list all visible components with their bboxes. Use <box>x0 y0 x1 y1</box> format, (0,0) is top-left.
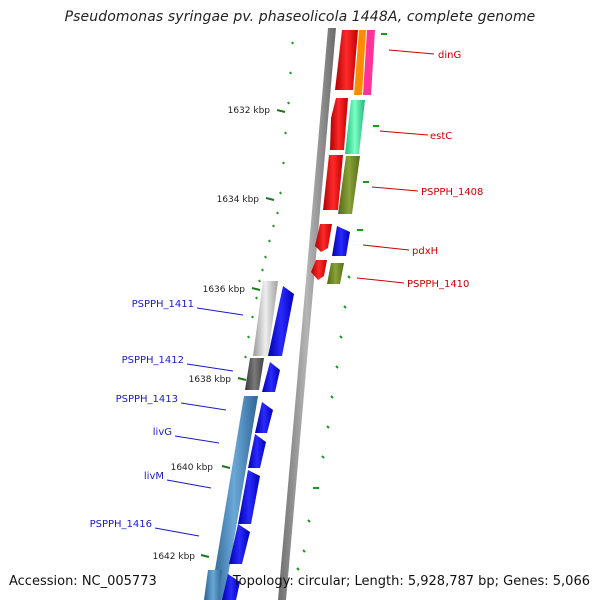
gene-PSPPH_1412 <box>262 362 280 392</box>
gene-dinG-band2 <box>363 30 375 95</box>
gene-PSPPH_1412-dark <box>245 358 264 390</box>
accession-text: Accession: NC_005773 <box>9 574 157 589</box>
gene-PSPPH_1413 <box>255 402 273 433</box>
tick-label-1642: 1642 kbp <box>153 552 196 562</box>
forward-strand-genes <box>311 30 375 284</box>
label-livG: livG <box>153 427 172 438</box>
tick-mark-1636 <box>251 287 261 291</box>
label-PSPPH_1410: PSPPH_1410 <box>407 279 469 290</box>
gene-PSPPH_1413-steel <box>210 396 258 600</box>
gene-pdxH <box>332 226 350 256</box>
gene-PSPPH_1408-red <box>323 155 343 210</box>
gene-dinG <box>335 30 358 90</box>
tick-label-1632: 1632 kbp <box>228 106 271 116</box>
gene-PSPPH_1410-red <box>311 260 327 280</box>
gene-next-blue <box>222 574 240 600</box>
reverse-gene-labels: PSPPH_1411 PSPPH_1412 PSPPH_1413 livG li… <box>90 299 244 537</box>
gene-PSPPH_1416 <box>229 524 250 564</box>
gene-next-steel <box>204 570 222 600</box>
gene-estC-red <box>330 98 348 150</box>
gene-livM <box>238 470 260 524</box>
genome-summary-text: Topology: circular; Length: 5,928,787 bp… <box>232 574 590 589</box>
tick-label-1634: 1634 kbp <box>217 195 260 205</box>
forward-gene-labels: dinG estC PSPPH_1408 pdxH PSPPH_1410 <box>356 49 483 290</box>
tick-mark-1632 <box>276 109 286 113</box>
label-PSPPH_1408: PSPPH_1408 <box>421 187 483 198</box>
inner-guide-dots <box>244 41 294 359</box>
gene-PSPPH_1411-silver <box>253 281 278 356</box>
genome-backbone <box>278 28 336 600</box>
gene-estC <box>345 100 365 154</box>
tick-mark-1640 <box>221 465 231 469</box>
label-PSPPH_1416: PSPPH_1416 <box>90 519 152 530</box>
gene-PSPPH_1410 <box>327 263 344 284</box>
tick-label-1638: 1638 kbp <box>189 375 232 385</box>
label-dinG: dinG <box>438 50 461 61</box>
reverse-strand-genes <box>204 281 294 600</box>
label-PSPPH_1412: PSPPH_1412 <box>122 355 184 366</box>
kbp-ticks: 1632 kbp 1634 kbp 1636 kbp 1638 kbp 1640… <box>153 106 286 562</box>
gene-pdxH-red <box>315 224 332 252</box>
gene-PSPPH_1408 <box>338 156 360 214</box>
gene-PSPPH_1411 <box>268 286 294 356</box>
gene-livG <box>248 434 266 468</box>
tick-mark-1642 <box>200 554 210 558</box>
label-estC: estC <box>430 131 452 142</box>
outer-guide-dots <box>296 33 387 571</box>
tick-label-1636: 1636 kbp <box>203 285 246 295</box>
label-PSPPH_1413: PSPPH_1413 <box>116 394 178 405</box>
label-PSPPH_1411: PSPPH_1411 <box>132 299 194 310</box>
map-title: Pseudomonas syringae pv. phaseolicola 14… <box>64 9 536 25</box>
tick-mark-1638 <box>237 377 247 381</box>
tick-label-1640: 1640 kbp <box>171 463 214 473</box>
label-livM: livM <box>144 471 164 482</box>
label-pdxH: pdxH <box>412 246 438 257</box>
gene-dinG-band <box>354 30 366 95</box>
tick-mark-1634 <box>265 197 275 201</box>
